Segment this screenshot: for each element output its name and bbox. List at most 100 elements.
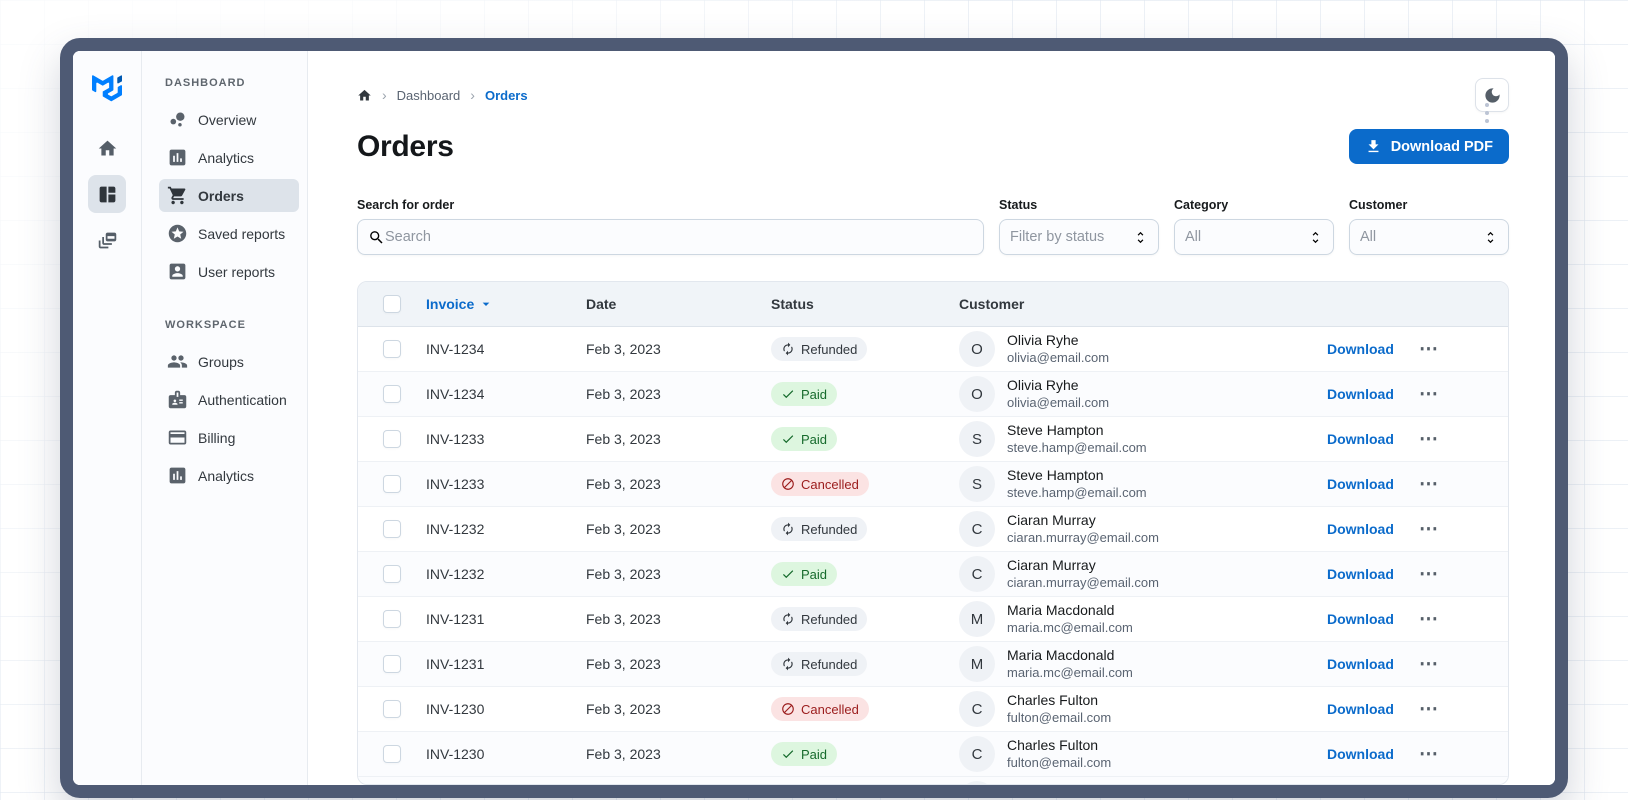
sidebar-item[interactable]: Orders <box>159 179 299 212</box>
nav-section-label: WORKSPACE <box>165 319 246 331</box>
row-checkbox[interactable] <box>383 565 401 583</box>
row-menu-button[interactable]: ⋯ <box>1419 653 1439 675</box>
row-menu-button[interactable]: ⋯ <box>1419 428 1439 450</box>
sidebar-item-label: User reports <box>198 263 276 280</box>
customer-email: steve.hamp@email.com <box>1007 439 1147 455</box>
check-icon <box>781 432 795 446</box>
sidebar-item[interactable]: Analytics <box>159 459 299 492</box>
row-checkbox[interactable] <box>383 700 401 718</box>
download-link[interactable]: Download <box>1327 611 1394 627</box>
sidebar-item[interactable]: Groups <box>159 345 299 378</box>
row-checkbox[interactable] <box>383 745 401 763</box>
date-cell: Feb 3, 2023 <box>586 656 661 672</box>
row-menu-button[interactable]: ⋯ <box>1419 518 1439 540</box>
layers-icon <box>97 230 118 251</box>
status-badge: Refunded <box>771 517 868 541</box>
row-menu-button[interactable]: ⋯ <box>1419 743 1439 765</box>
rail-button[interactable] <box>88 175 126 213</box>
bubble-chart-icon <box>167 109 188 130</box>
status-badge: Refunded <box>771 607 868 631</box>
sidebar-item[interactable]: Authentication <box>159 383 299 416</box>
row-menu-button[interactable]: ⋯ <box>1419 563 1439 585</box>
row-checkbox[interactable] <box>383 475 401 493</box>
check-icon <box>781 387 795 401</box>
select-all-checkbox[interactable] <box>383 295 401 313</box>
row-checkbox[interactable] <box>383 655 401 673</box>
status-label: Status <box>999 198 1038 212</box>
status-badge: Paid <box>771 382 838 406</box>
row-checkbox[interactable] <box>383 520 401 538</box>
row-menu-button[interactable]: ⋯ <box>1419 698 1439 720</box>
download-link[interactable]: Download <box>1327 701 1394 717</box>
column-header-invoice[interactable]: Invoice <box>426 296 586 312</box>
row-menu-button[interactable]: ⋯ <box>1419 608 1439 630</box>
table-row: INV-1230 Feb 3, 2023 Cancelled <box>358 687 1508 732</box>
home-icon[interactable] <box>357 88 372 103</box>
sidebar-item-label: Analytics <box>198 467 255 484</box>
avatar: C <box>959 511 995 547</box>
invoice-cell: INV-1233 <box>426 476 485 492</box>
table-header-row: Invoice Date Status Customer <box>358 282 1508 327</box>
breadcrumb-separator: › <box>470 87 475 103</box>
customer-select[interactable]: All <box>1349 219 1509 255</box>
breadcrumb-dashboard[interactable]: Dashboard <box>396 87 461 103</box>
customer-email: maria.mc@email.com <box>1007 664 1133 680</box>
customer-email: olivia@email.com <box>1007 349 1110 365</box>
theme-toggle-button[interactable] <box>1475 78 1509 112</box>
status-badge: Cancelled <box>771 697 869 721</box>
download-link[interactable]: Download <box>1327 341 1394 357</box>
status-select[interactable]: Filter by status <box>999 219 1159 255</box>
dashboard-icon <box>97 184 118 205</box>
orders-table: Invoice Date Status Customer INV-1234 <box>357 281 1509 785</box>
invoice-cell: INV-1232 <box>426 566 485 582</box>
column-header-customer: Customer <box>959 296 1025 312</box>
invoice-cell: INV-1230 <box>426 701 485 717</box>
date-cell: Feb 3, 2023 <box>586 341 661 357</box>
row-checkbox[interactable] <box>383 610 401 628</box>
download-link[interactable]: Download <box>1327 521 1394 537</box>
nav-section-label: DASHBOARD <box>165 77 246 89</box>
date-cell: Feb 3, 2023 <box>586 746 661 762</box>
download-link[interactable]: Download <box>1327 431 1394 447</box>
window-grip-dots <box>1485 103 1491 123</box>
sidebar-item-label: Authentication <box>198 391 287 408</box>
row-menu-button[interactable]: ⋯ <box>1419 383 1439 405</box>
customer-name: Charles Fulton <box>1007 692 1099 709</box>
status-badge: Cancelled <box>771 472 869 496</box>
search-label: Search for order <box>357 198 455 212</box>
sidebar-item[interactable]: Analytics <box>159 141 299 174</box>
status-badge: Paid <box>771 562 838 586</box>
download-link[interactable]: Download <box>1327 476 1394 492</box>
shopping-cart-icon <box>167 185 188 206</box>
sidebar-item-label: Orders <box>198 187 244 204</box>
sidebar-item[interactable]: Billing <box>159 421 299 454</box>
sidebar-item[interactable]: Saved reports <box>159 217 299 250</box>
download-link[interactable]: Download <box>1327 386 1394 402</box>
rail-button[interactable] <box>88 129 126 167</box>
sort-arrow-icon <box>478 296 494 312</box>
avatar: M <box>959 646 995 682</box>
row-checkbox[interactable] <box>383 430 401 448</box>
row-checkbox[interactable] <box>383 385 401 403</box>
row-checkbox[interactable] <box>383 340 401 358</box>
table-row: INV-1233 Feb 3, 2023 Paid <box>358 417 1508 462</box>
row-menu-button[interactable]: ⋯ <box>1419 338 1439 360</box>
download-link[interactable]: Download <box>1327 566 1394 582</box>
table-row-partial <box>358 777 1508 784</box>
sidebar-item[interactable]: Overview <box>159 103 299 136</box>
column-header-status: Status <box>771 296 814 312</box>
invoice-cell: INV-1230 <box>426 746 485 762</box>
customer-email: olivia@email.com <box>1007 394 1110 410</box>
download-link[interactable]: Download <box>1327 656 1394 672</box>
sidebar-item[interactable]: User reports <box>159 255 299 288</box>
bar-chart-icon <box>167 465 188 486</box>
rail-button[interactable] <box>88 221 126 259</box>
category-select[interactable]: All <box>1174 219 1334 255</box>
invoice-cell: INV-1234 <box>426 341 485 357</box>
search-input[interactable] <box>385 229 973 245</box>
block-icon <box>781 477 795 491</box>
sidebar-item-label: Billing <box>198 429 236 446</box>
download-pdf-button[interactable]: Download PDF <box>1348 129 1509 164</box>
download-link[interactable]: Download <box>1327 746 1394 762</box>
row-menu-button[interactable]: ⋯ <box>1419 473 1439 495</box>
